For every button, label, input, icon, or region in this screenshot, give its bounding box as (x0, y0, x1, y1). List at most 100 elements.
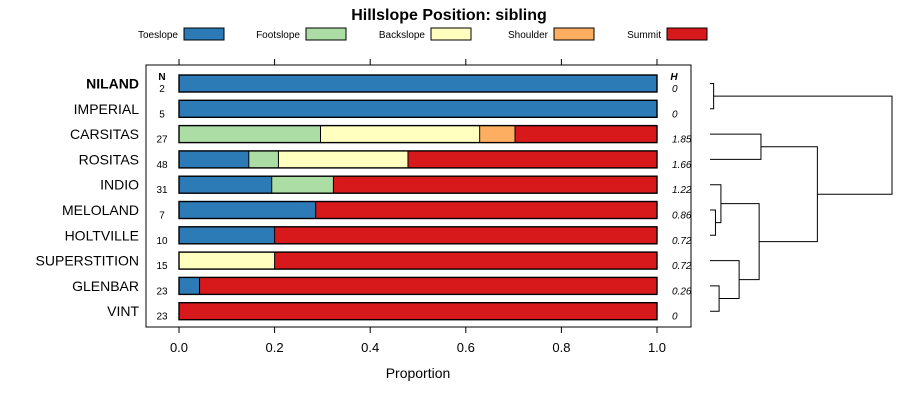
bar-segment-summit (179, 302, 657, 320)
row-rositas: ROSITAS 48 1.66 (79, 150, 692, 171)
bar-outline (178, 276, 658, 296)
row-label: SUPERSTITION (36, 253, 139, 269)
h-value: 0 (672, 84, 678, 95)
h-value: 1.85 (672, 135, 692, 146)
bar-outline (178, 175, 658, 194)
x-tick-label: 0.4 (361, 340, 379, 355)
x-tick-label: 1.0 (648, 340, 666, 355)
row-label: GLENBAR (72, 278, 139, 294)
dendrogram (710, 83, 893, 312)
legend-swatch-backslope (430, 27, 472, 41)
bar-segment-toeslope (179, 226, 275, 244)
n-value: 23 (156, 312, 168, 323)
n-value: 2 (159, 84, 165, 95)
legend-label-summit: Summit (627, 30, 661, 41)
bar-segment-shoulder (479, 125, 516, 143)
h-value: 0.86 (672, 211, 692, 222)
legend-label-shoulder: Shoulder (508, 30, 549, 41)
dendrogram-branch (710, 285, 720, 312)
bar-segment-summit (333, 176, 657, 194)
bar-segment-toeslope (179, 75, 657, 92)
dendrogram-branch (710, 83, 715, 110)
h-column-header: H (670, 72, 678, 83)
x-tick-label: 0.8 (552, 340, 570, 355)
dendrogram-branch (710, 133, 762, 160)
bar-segment-summit (274, 226, 657, 244)
n-value: 5 (159, 109, 165, 120)
row-vint: VINT 23 0 (107, 302, 678, 323)
n-column-header: N (158, 72, 165, 83)
h-value: 0 (672, 109, 678, 120)
bar-outline (178, 124, 658, 144)
h-value: 0.72 (672, 261, 692, 272)
h-value: 0.72 (672, 236, 692, 247)
bar-segment-backslope (320, 125, 480, 143)
n-value: 15 (156, 261, 168, 272)
row-label: HOLTVILLE (65, 227, 139, 243)
bar-segment-summit (515, 125, 657, 143)
dendrogram-branch (713, 95, 893, 195)
bar-outline (178, 74, 658, 93)
x-axis: 0.0 0.2 0.4 0.6 0.8 1.0 (170, 59, 666, 355)
row-meloland: MELOLAND 7 0.86 (62, 200, 692, 222)
bar-segment-toeslope (179, 277, 200, 295)
legend-swatch-toeslope (183, 27, 225, 41)
dendrogram-branch (720, 203, 760, 281)
row-label: INDIO (100, 177, 139, 193)
row-superstition: SUPERSTITION 15 0.72 (36, 251, 692, 272)
x-tick-label: 0.2 (266, 340, 284, 355)
row-holtville: HOLTVILLE 10 0.72 (65, 226, 692, 247)
n-value: 23 (156, 286, 168, 297)
h-value: 0 (672, 312, 678, 323)
row-glenbar: GLENBAR 23 0.26 (72, 276, 692, 297)
dendrogram-branch (710, 260, 740, 300)
row-carsitas: CARSITAS 27 1.85 (70, 124, 692, 146)
bar-segment-footslope (248, 150, 279, 168)
n-value: 31 (156, 185, 168, 196)
bar-outline (178, 200, 658, 220)
chart-title: Hillslope Position: sibling (351, 7, 547, 24)
row-indio: INDIO 31 1.22 (100, 175, 692, 196)
n-value: 7 (159, 211, 165, 222)
legend-swatch-shoulder (553, 27, 595, 41)
h-value: 1.22 (672, 185, 692, 196)
n-value: 10 (156, 236, 168, 247)
h-value: 0.26 (672, 286, 692, 297)
bar-rows: NILAND 2 0 IMPERIAL 5 0 CARSITAS 27 1.85 ROSITAS 4… (36, 74, 692, 323)
bar-segment-backslope (278, 150, 408, 168)
row-niland: NILAND 2 0 (86, 74, 678, 95)
n-value: 27 (156, 135, 168, 146)
legend-swatch-footslope (305, 27, 347, 41)
row-imperial: IMPERIAL 5 0 (74, 99, 678, 120)
h-value: 1.66 (672, 160, 692, 171)
row-label: NILAND (86, 76, 139, 92)
bar-segment-footslope (271, 176, 334, 194)
legend: Toeslope Footslope Backslope Shoulder Summit (138, 27, 708, 41)
legend-swatch-summit (666, 27, 708, 41)
n-value: 48 (156, 160, 168, 171)
bar-segment-footslope (179, 125, 321, 143)
x-tick-label: 0.6 (457, 340, 475, 355)
dendrogram-branch (759, 146, 818, 243)
bar-segment-summit (199, 277, 657, 295)
bar-segment-summit (407, 150, 657, 168)
bar-segment-summit (274, 252, 657, 270)
bar-outline (178, 226, 658, 245)
x-axis-title: Proportion (386, 365, 451, 381)
plot-frame (145, 64, 692, 328)
bar-segment-toeslope (179, 176, 272, 194)
bar-segment-backslope (179, 252, 275, 270)
bar-segment-toeslope (179, 150, 249, 168)
row-label: CARSITAS (70, 126, 139, 142)
dendrogram-branch (710, 209, 716, 236)
bar-segment-summit (315, 201, 657, 219)
row-label: MELOLAND (62, 202, 139, 218)
bar-outline (178, 150, 658, 169)
bar-outline (178, 99, 658, 119)
x-tick-label: 0.0 (170, 340, 188, 355)
legend-label-toeslope: Toeslope (138, 30, 178, 41)
legend-label-backslope: Backslope (379, 30, 426, 41)
row-label: ROSITAS (79, 151, 139, 167)
row-label: VINT (107, 303, 139, 319)
